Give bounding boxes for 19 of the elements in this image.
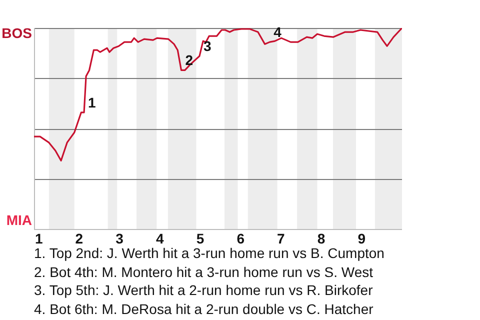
x-tick-label: 5 [196, 230, 204, 246]
x-tick-label: 1 [34, 230, 43, 246]
annotation: 3 [203, 38, 212, 54]
annotation: 4 [274, 24, 282, 40]
text: 1. Top 2nd: J. Werth hit a 3-run home run vs B. Cumpton [34, 244, 384, 262]
annotation: 1 [88, 94, 96, 110]
x-tick-label: 2 [75, 230, 84, 246]
x-tick-label: 9 [358, 230, 366, 246]
text: 4. Bot 6th: M. DeRosa hit a 2-run double vs C. Hatcher [34, 300, 374, 318]
x-tick-label: 8 [317, 230, 326, 246]
x-tick-label: 7 [277, 230, 286, 246]
text: 3. Top 5th: J. Werth hit a 2-run home run vs R. Birkofer [34, 281, 374, 300]
x-tick-label: 4 [156, 230, 164, 246]
text: BOS [2, 24, 32, 41]
text: MIA [6, 212, 32, 228]
text: 2. Bot 4th: M. Montero hit a 3-run home run vs S. West [34, 262, 374, 281]
annotation: 2 [185, 52, 194, 68]
x-tick-label: 3 [116, 230, 124, 246]
x-tick-label: 6 [236, 230, 245, 246]
